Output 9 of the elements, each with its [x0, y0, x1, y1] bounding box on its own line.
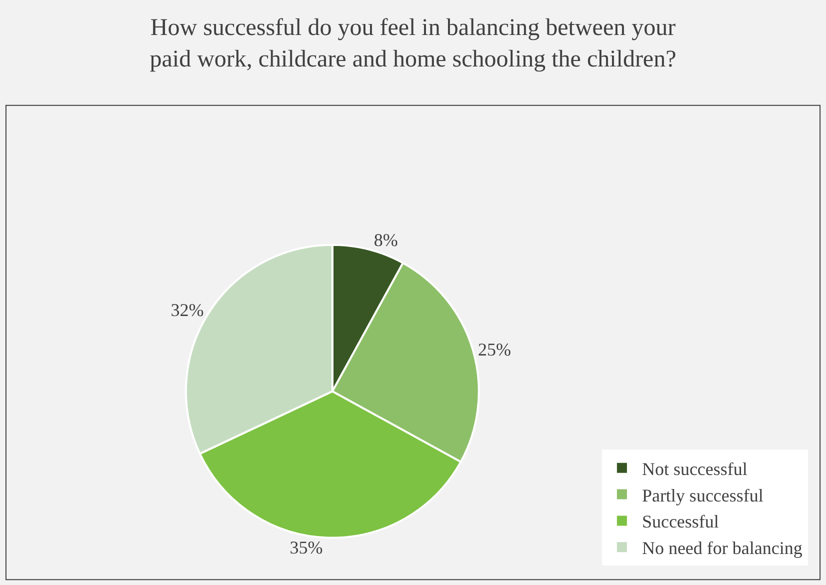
legend-label: Partly successful — [642, 485, 764, 506]
legend-label: Not successful — [642, 458, 748, 479]
legend-label: No need for balancing — [642, 538, 802, 558]
legend-label: Successful — [642, 512, 719, 532]
data-label: 35% — [290, 538, 323, 558]
data-label: 32% — [170, 300, 204, 320]
data-label: 25% — [478, 340, 512, 360]
chart-title: How successful do you feel in balancing between your paid work, childcare and home schooling the children? — [150, 15, 676, 72]
data-label: 8% — [374, 230, 398, 250]
